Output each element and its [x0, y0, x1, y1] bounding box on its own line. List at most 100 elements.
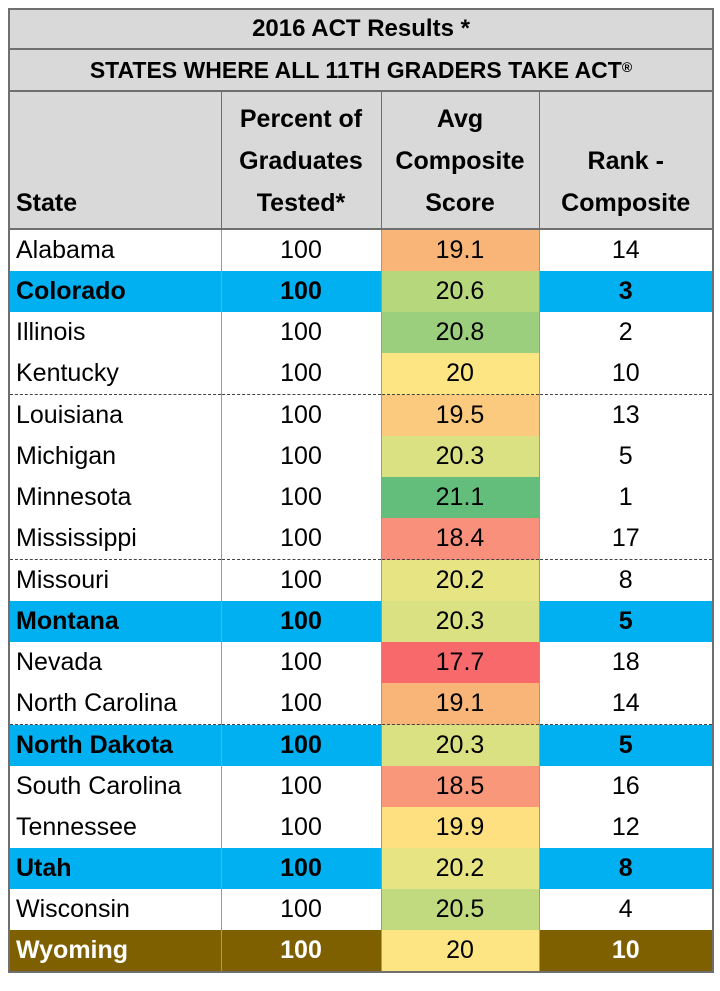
table-row: Missouri 100 20.2 8 — [8, 559, 714, 601]
rank-cell: 2 — [539, 312, 714, 353]
rank-cell: 18 — [539, 642, 714, 683]
avg-score-cell: 20 — [381, 353, 540, 395]
header-rank-line2: Composite — [561, 189, 691, 217]
avg-score-cell: 19.1 — [381, 229, 540, 271]
avg-score-cell: 20.2 — [381, 848, 540, 889]
percent-tested-cell: 100 — [221, 559, 382, 601]
avg-score-cell: 20.3 — [381, 436, 540, 477]
table-row: Utah 100 20.2 8 — [8, 848, 714, 889]
rank-cell: 4 — [539, 889, 714, 930]
header-percent-line1: Percent of — [239, 105, 363, 133]
state-cell: Alabama — [8, 229, 222, 271]
state-cell: Colorado — [8, 271, 222, 312]
state-cell: Minnesota — [8, 477, 222, 518]
state-cell: Wisconsin — [8, 889, 222, 930]
percent-tested-cell: 100 — [221, 807, 382, 848]
table-row: Nevada 100 17.7 18 — [8, 642, 714, 683]
header-score-line1: Avg — [436, 105, 484, 133]
subtitle-text: STATES WHERE ALL 11TH GRADERS TAKE ACT — [89, 56, 622, 83]
registered-mark: ® — [621, 58, 633, 75]
percent-tested-cell: 100 — [221, 930, 382, 973]
table-subtitle: STATES WHERE ALL 11TH GRADERS TAKE ACT® — [8, 48, 714, 92]
header-state: State — [8, 91, 222, 230]
column-header-row: State Percent of Graduates Tested* Avg C… — [8, 91, 714, 230]
percent-tested-cell: 100 — [221, 601, 382, 642]
percent-tested-cell: 100 — [221, 848, 382, 889]
avg-score-cell: 19.9 — [381, 807, 540, 848]
state-cell: Michigan — [8, 436, 222, 477]
percent-tested-cell: 100 — [221, 394, 382, 436]
percent-tested-cell: 100 — [221, 229, 382, 271]
table-row: Kentucky 100 20 10 — [8, 353, 714, 395]
state-cell: North Carolina — [8, 683, 222, 725]
percent-tested-cell: 100 — [221, 889, 382, 930]
table-row: Illinois 100 20.8 2 — [8, 312, 714, 353]
avg-score-cell: 17.7 — [381, 642, 540, 683]
header-percent-tested: Percent of Graduates Tested* — [221, 91, 382, 230]
table-row: Minnesota 100 21.1 1 — [8, 477, 714, 518]
percent-tested-cell: 100 — [221, 312, 382, 353]
rank-cell: 10 — [539, 353, 714, 395]
state-cell: Utah — [8, 848, 222, 889]
percent-tested-cell: 100 — [221, 436, 382, 477]
act-results-table: 2016 ACT Results * STATES WHERE ALL 11TH… — [8, 8, 714, 973]
state-cell: Tennessee — [8, 807, 222, 848]
table-row: Tennessee 100 19.9 12 — [8, 807, 714, 848]
rank-cell: 1 — [539, 477, 714, 518]
percent-tested-cell: 100 — [221, 683, 382, 725]
table-row: Michigan 100 20.3 5 — [8, 436, 714, 477]
avg-score-cell: 20 — [381, 930, 540, 973]
percent-tested-cell: 100 — [221, 724, 382, 766]
avg-score-cell: 21.1 — [381, 477, 540, 518]
table-row: Montana 100 20.3 5 — [8, 601, 714, 642]
rank-cell: 8 — [539, 848, 714, 889]
rank-cell: 5 — [539, 436, 714, 477]
rank-cell: 14 — [539, 683, 714, 725]
state-cell: Nevada — [8, 642, 222, 683]
percent-tested-cell: 100 — [221, 477, 382, 518]
avg-score-cell: 20.8 — [381, 312, 540, 353]
rank-cell: 8 — [539, 559, 714, 601]
header-score-line2: Composite — [395, 147, 525, 175]
table-row: North Carolina 100 19.1 14 — [8, 683, 714, 725]
avg-score-cell: 20.5 — [381, 889, 540, 930]
table-row: Colorado 100 20.6 3 — [8, 271, 714, 312]
title-row: 2016 ACT Results * — [8, 8, 714, 50]
rank-cell: 5 — [539, 724, 714, 766]
table-title: 2016 ACT Results * — [8, 8, 714, 50]
act-results-table-container: 2016 ACT Results * STATES WHERE ALL 11TH… — [8, 8, 714, 973]
state-cell: Mississippi — [8, 518, 222, 560]
avg-score-cell: 20.3 — [381, 724, 540, 766]
state-cell: Illinois — [8, 312, 222, 353]
percent-tested-cell: 100 — [221, 271, 382, 312]
state-cell: Missouri — [8, 559, 222, 601]
rank-cell: 17 — [539, 518, 714, 560]
state-cell: Kentucky — [8, 353, 222, 395]
table-row: Mississippi 100 18.4 17 — [8, 518, 714, 560]
rank-cell: 13 — [539, 394, 714, 436]
header-score-line3: Score — [425, 189, 495, 217]
table-row: Alabama 100 19.1 14 — [8, 229, 714, 271]
rank-cell: 3 — [539, 271, 714, 312]
state-cell: Montana — [8, 601, 222, 642]
rank-cell: 5 — [539, 601, 714, 642]
table-row: Louisiana 100 19.5 13 — [8, 394, 714, 436]
header-rank-line1: Rank - — [587, 147, 664, 175]
header-avg-score: Avg Composite Score — [381, 91, 540, 230]
percent-tested-cell: 100 — [221, 642, 382, 683]
table-row: South Carolina 100 18.5 16 — [8, 766, 714, 807]
percent-tested-cell: 100 — [221, 766, 382, 807]
avg-score-cell: 20.2 — [381, 559, 540, 601]
avg-score-cell: 19.5 — [381, 394, 540, 436]
avg-score-cell: 18.5 — [381, 766, 540, 807]
state-cell: South Carolina — [8, 766, 222, 807]
header-percent-line2: Graduates — [239, 147, 363, 175]
state-cell: Wyoming — [8, 930, 222, 973]
table-row: Wisconsin 100 20.5 4 — [8, 889, 714, 930]
percent-tested-cell: 100 — [221, 518, 382, 560]
avg-score-cell: 19.1 — [381, 683, 540, 725]
avg-score-cell: 20.3 — [381, 601, 540, 642]
rank-cell: 12 — [539, 807, 714, 848]
rank-cell: 14 — [539, 229, 714, 271]
header-rank: Rank - Composite — [539, 91, 714, 230]
